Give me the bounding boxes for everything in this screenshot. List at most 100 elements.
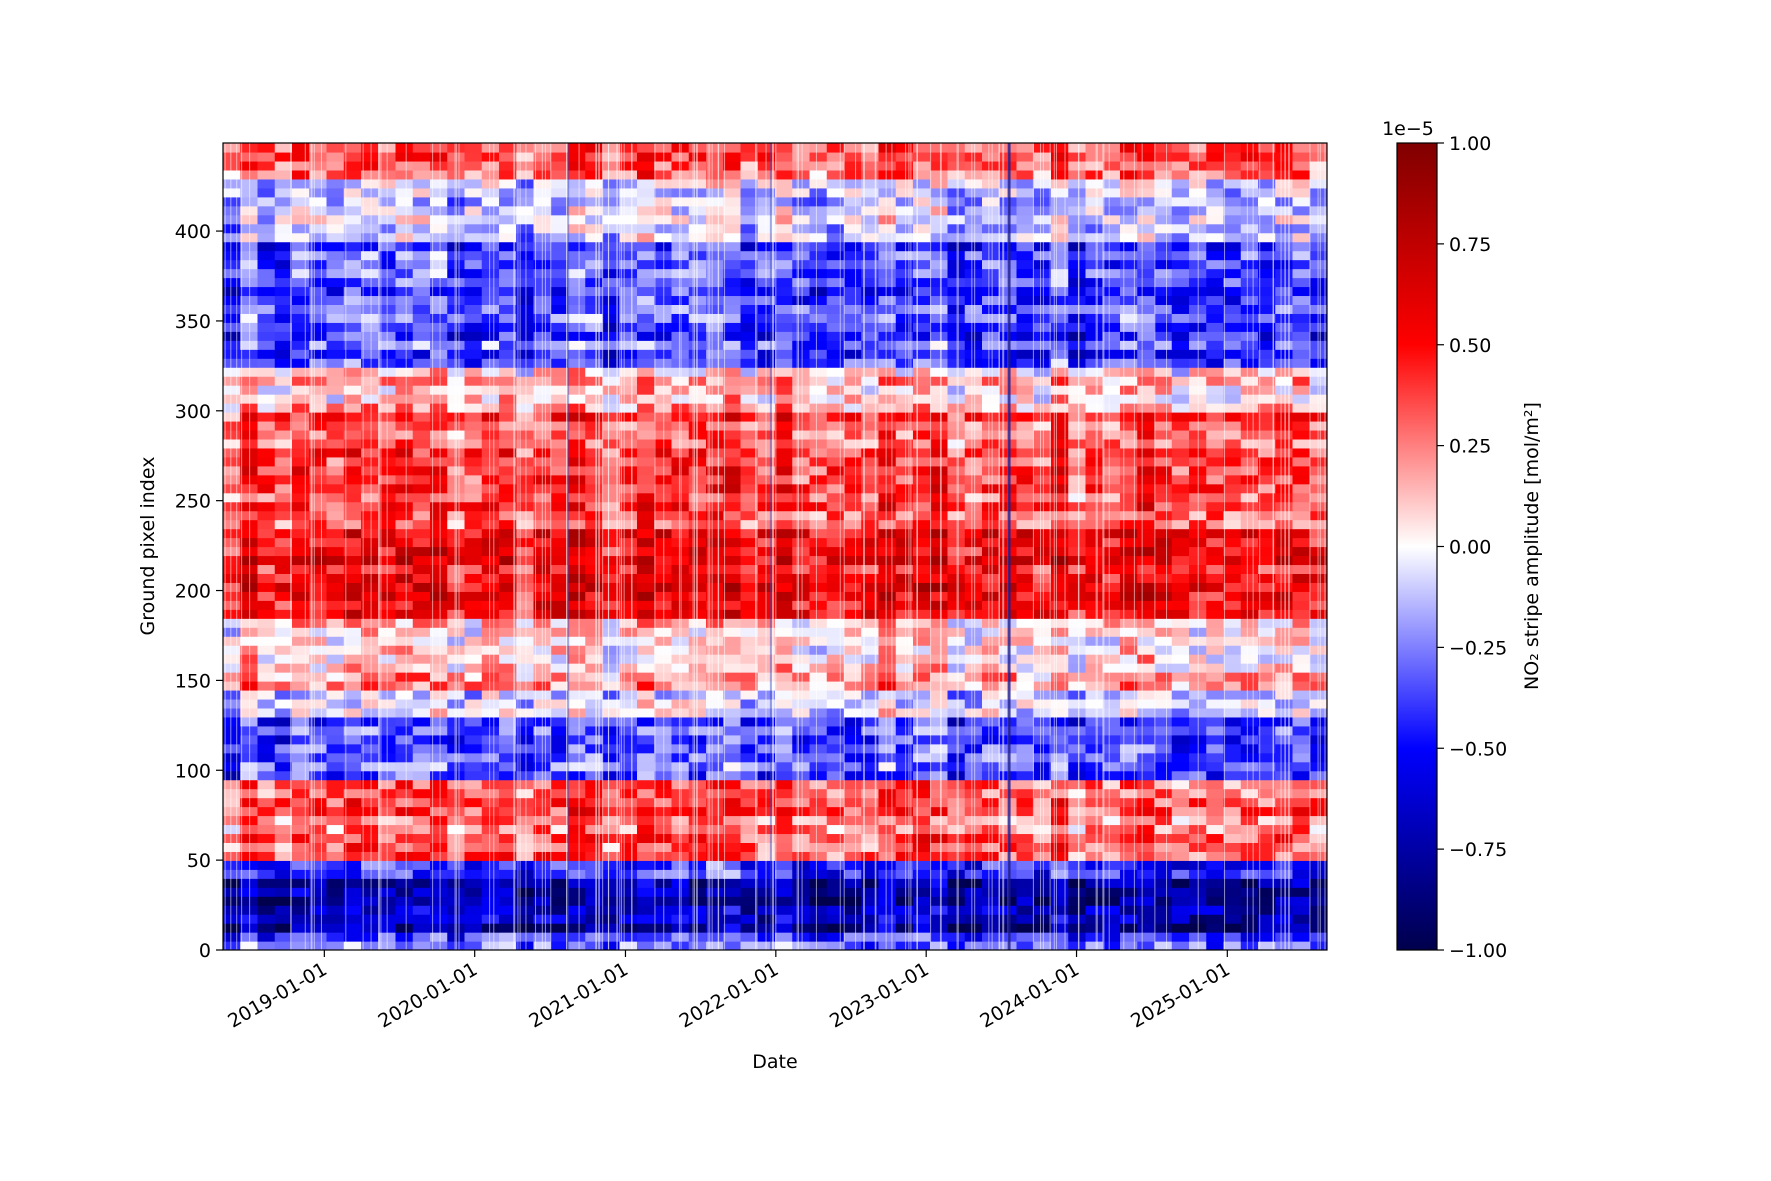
heatmap-cell — [930, 914, 949, 924]
heatmap-cell — [671, 313, 690, 323]
heatmap-cell — [499, 932, 517, 942]
heatmap-cell — [723, 609, 742, 619]
heatmap-cell — [481, 447, 500, 458]
heatmap-cell — [930, 286, 949, 297]
heatmap-cell — [361, 797, 379, 808]
heatmap-cell — [844, 878, 862, 888]
heatmap-cell — [412, 896, 431, 906]
heatmap-cell — [361, 896, 379, 906]
heatmap-cell — [1137, 761, 1156, 772]
heatmap-cell — [361, 582, 379, 592]
heatmap-cell — [1206, 707, 1225, 718]
heatmap-cell — [1085, 313, 1104, 323]
heatmap-cell — [792, 564, 811, 574]
heatmap-cell — [775, 349, 793, 359]
heatmap-cell — [757, 259, 776, 270]
heatmap-cell — [361, 698, 379, 709]
heatmap-cell — [826, 600, 845, 610]
heatmap-cell — [809, 761, 828, 772]
heatmap-cell — [343, 528, 362, 539]
heatmap-cell — [343, 295, 362, 305]
heatmap-cell — [654, 313, 673, 323]
heatmap-cell — [740, 761, 759, 772]
heatmap-cell — [982, 420, 1000, 431]
heatmap-cell — [1068, 465, 1087, 476]
heatmap-cell — [861, 770, 880, 781]
heatmap-cell — [1206, 510, 1225, 521]
heatmap-cell — [430, 286, 448, 297]
heatmap-cell — [568, 824, 586, 835]
heatmap-cell — [757, 403, 776, 413]
heatmap-cell — [326, 573, 345, 583]
heatmap-cell — [1016, 932, 1035, 942]
heatmap-cell — [568, 806, 586, 817]
heatmap-cell — [1137, 501, 1156, 512]
heatmap-cell — [1120, 842, 1138, 852]
heatmap-cell — [1240, 734, 1259, 745]
heatmap-cell — [395, 304, 414, 314]
heatmap-cell — [585, 842, 604, 852]
heatmap-cell — [1223, 815, 1242, 826]
heatmap-cell — [326, 286, 345, 297]
heatmap-cell — [930, 761, 949, 772]
heatmap-row — [223, 689, 1327, 700]
heatmap-cell — [395, 707, 414, 718]
heatmap-cell — [654, 860, 673, 870]
heatmap-cell — [1171, 564, 1190, 574]
heatmap-cell — [361, 519, 379, 530]
heatmap-cell — [1223, 510, 1242, 521]
heatmap-cell — [550, 923, 569, 933]
heatmap-cell — [309, 770, 328, 781]
heatmap-cell — [1068, 528, 1087, 539]
heatmap-cell — [826, 277, 845, 288]
heatmap-cell — [1206, 573, 1225, 583]
heatmap-row — [223, 797, 1327, 808]
heatmap-cell — [1154, 609, 1173, 619]
heatmap-cell — [1154, 851, 1173, 861]
heatmap-cell — [757, 842, 776, 852]
heatmap-cell — [309, 860, 328, 870]
heatmap-cell — [861, 645, 880, 655]
heatmap-cell — [964, 537, 983, 548]
heatmap-cell — [861, 313, 880, 323]
heatmap-cell — [326, 412, 345, 422]
heatmap-cell — [343, 465, 362, 476]
heatmap-cell — [1206, 465, 1225, 476]
heatmap-cell — [1051, 474, 1069, 485]
heatmap-cell — [1016, 501, 1035, 512]
heatmap-cell — [947, 591, 966, 601]
heatmap-cell — [1137, 716, 1156, 727]
heatmap-cell — [499, 456, 517, 467]
heatmap-cell — [1033, 573, 1052, 583]
heatmap-cell — [809, 878, 828, 888]
heatmap-cell — [1171, 636, 1190, 646]
heatmap-cell — [1102, 358, 1121, 368]
heatmap-cell — [913, 743, 931, 754]
heatmap-cell — [913, 403, 931, 413]
heatmap-cell — [499, 725, 517, 736]
heatmap-row — [223, 878, 1327, 888]
heatmap-cell — [274, 403, 293, 413]
heatmap-cell — [1292, 707, 1311, 718]
heatmap-cell — [1223, 672, 1242, 682]
heatmap-cell — [343, 654, 362, 664]
heatmap-cell — [1223, 492, 1242, 503]
heatmap-cell — [757, 510, 776, 521]
heatmap-cell — [1171, 752, 1190, 763]
heatmap-cell — [861, 851, 880, 861]
heatmap-cell — [913, 600, 931, 610]
heatmap-cell — [706, 725, 724, 736]
heatmap-cell — [619, 259, 638, 270]
heatmap-cell — [395, 851, 414, 861]
heatmap-cell — [464, 779, 483, 790]
heatmap-cell — [792, 932, 811, 942]
heatmap-cell — [343, 618, 362, 628]
heatmap-cell — [930, 654, 949, 664]
heatmap-cell — [964, 483, 983, 494]
heatmap-cell — [1240, 331, 1259, 341]
heatmap-cell — [671, 555, 690, 566]
heatmap-cell — [706, 698, 724, 709]
heatmap-cell — [1120, 779, 1138, 790]
heatmap-cell — [464, 941, 483, 950]
heatmap-cell — [516, 896, 535, 906]
